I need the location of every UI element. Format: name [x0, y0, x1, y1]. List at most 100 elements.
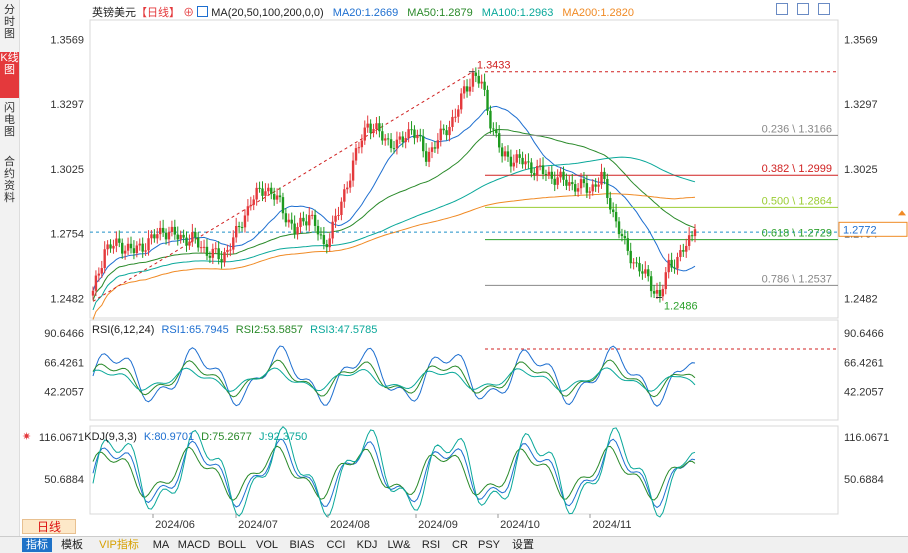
candle-body	[460, 93, 463, 110]
rsi-panel	[89, 319, 839, 421]
ma50-value: MA50:1.2879	[407, 7, 473, 19]
side-tab-bar: 分时图 K线图 闪电图 合约资料	[0, 0, 20, 536]
indicator-tab[interactable]: RSI	[421, 539, 441, 551]
crosshair-icon[interactable]: ✷	[22, 431, 32, 443]
candle-body	[521, 157, 524, 165]
candle-body	[682, 250, 685, 252]
rsi-axis-right-label: 42.2057	[844, 386, 884, 398]
date-axis-label: 2024/08	[330, 519, 370, 531]
candle-body	[644, 269, 647, 274]
tab-timeshare[interactable]: 分时图	[4, 4, 15, 40]
candle-body	[220, 259, 223, 263]
candle-body	[676, 256, 679, 269]
indicator-tab[interactable]: 指标	[22, 538, 52, 552]
candle-body	[296, 227, 299, 235]
candle-body	[535, 166, 539, 176]
settings-icon[interactable]: ⊕	[183, 7, 195, 19]
candle-body	[246, 206, 250, 216]
candle-body	[404, 138, 407, 143]
candle-body	[419, 134, 422, 137]
price-axis-right-label: 1.3569	[844, 34, 878, 46]
candle-body	[544, 174, 548, 176]
ma-toggle-icon[interactable]	[197, 6, 209, 17]
candle-body	[500, 147, 504, 157]
candle-body	[150, 234, 153, 239]
candle-body	[576, 188, 580, 192]
candle-body	[232, 237, 235, 250]
tab-flash[interactable]: 闪电图	[4, 102, 15, 138]
candle-body	[316, 225, 320, 235]
indicator-tab[interactable]: 设置	[512, 539, 534, 551]
indicator-tab[interactable]: VIP指标	[99, 539, 139, 551]
candle-body	[275, 195, 279, 200]
candle-body	[308, 215, 311, 226]
period-button[interactable]: 日线	[22, 519, 76, 534]
candle-body	[454, 116, 457, 118]
fib-label: 0.236 \ 1.3166	[762, 123, 832, 135]
rsi3-value: RSI3:47.5785	[310, 324, 378, 336]
candle-body	[237, 226, 241, 228]
kdj-panel	[89, 425, 839, 515]
kline-chart[interactable]: 1.3569 1.3569 1.3297 1.3297 1.3025 1.3025 1.27…	[0, 0, 908, 536]
candle-body	[661, 289, 665, 297]
indicator-tab[interactable]: LW&	[387, 539, 411, 551]
ma-params: MA(20,50,100,200,0,0)	[211, 7, 324, 19]
candle-body	[176, 234, 179, 240]
candle-body	[559, 171, 562, 178]
candle-body	[360, 140, 364, 148]
indicator-tab[interactable]: PSY	[477, 539, 500, 551]
candle-body	[492, 128, 495, 130]
indicator-tab[interactable]: MACD	[177, 539, 211, 551]
candle-body	[281, 197, 285, 214]
candle-body	[121, 242, 124, 254]
candle-body	[310, 214, 314, 216]
candle-body	[164, 232, 168, 240]
ma100-line	[92, 156, 696, 311]
kdj-j-line	[92, 425, 696, 518]
candle-body	[351, 160, 355, 181]
candle-body	[489, 110, 492, 129]
price-axis-right-label: 1.3025	[844, 164, 878, 176]
candle-body	[541, 165, 545, 175]
candle-body	[422, 136, 425, 152]
kdj-axis-right-label: 116.0671	[844, 432, 889, 444]
price-axis-left-label: 1.3297	[50, 99, 84, 111]
candle-body	[378, 123, 381, 132]
indicator-tab[interactable]: VOL	[255, 539, 278, 551]
candle-body	[132, 248, 136, 254]
candle-body	[436, 140, 440, 149]
candle-body	[302, 217, 305, 222]
candle-body	[106, 244, 109, 250]
ma100-value: MA100:1.2963	[481, 7, 554, 19]
candle-body	[217, 248, 220, 260]
candle-body	[249, 204, 253, 207]
tab-contract-info[interactable]: 合约资料	[4, 156, 15, 204]
candle-body	[603, 171, 606, 179]
candle-body	[398, 136, 402, 140]
candle-body	[144, 250, 147, 252]
zoom-in-icon[interactable]	[797, 3, 809, 15]
indicator-tab[interactable]: CR	[452, 539, 468, 551]
candle-body	[626, 238, 629, 251]
candle-body	[547, 171, 551, 175]
candle-body	[357, 147, 361, 149]
indicator-tab[interactable]: KDJ	[356, 539, 378, 551]
candle-body	[261, 188, 264, 196]
candle-body	[199, 247, 203, 249]
main-panel	[89, 19, 839, 319]
current-price-label: 1.2772	[843, 224, 877, 236]
expand-icon[interactable]	[776, 3, 788, 15]
candle-body	[673, 267, 676, 269]
indicator-tab[interactable]: BIAS	[289, 539, 315, 551]
candle-body	[527, 161, 530, 163]
indicator-tab[interactable]: 模板	[61, 539, 83, 551]
indicator-tab[interactable]: MA	[152, 539, 170, 551]
indicator-tab[interactable]: CCI	[326, 539, 346, 551]
candle-body	[138, 243, 141, 246]
zoom-out-icon[interactable]	[818, 3, 830, 15]
tab-kline[interactable]: K线图	[0, 52, 19, 98]
rsi2-value: RSI2:53.5857	[235, 324, 304, 336]
candle-body	[451, 116, 454, 127]
candle-body	[649, 276, 653, 292]
indicator-tab[interactable]: BOLL	[217, 539, 247, 551]
